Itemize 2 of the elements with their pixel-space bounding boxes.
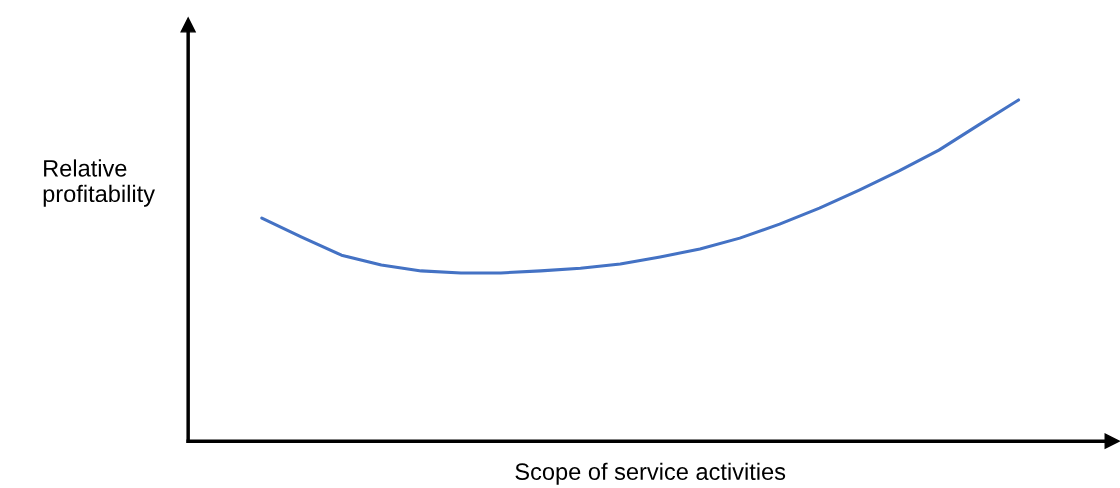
y-axis-title: Relative profitability xyxy=(43,159,155,207)
x-axis-title: Scope of service activities xyxy=(515,462,786,485)
